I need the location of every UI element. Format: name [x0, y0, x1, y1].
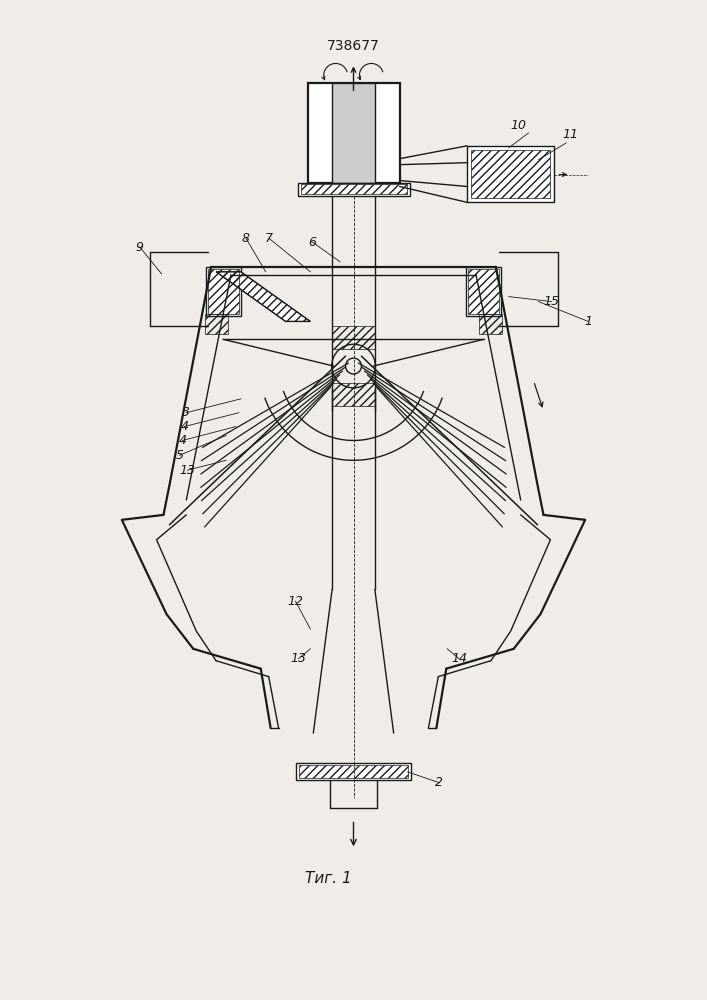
Text: 14: 14 — [451, 652, 467, 665]
Text: 4: 4 — [180, 420, 188, 433]
Text: 8: 8 — [242, 232, 250, 245]
Text: 4: 4 — [178, 434, 187, 447]
Text: 6: 6 — [308, 236, 316, 249]
Text: 1: 1 — [584, 315, 592, 328]
Polygon shape — [206, 267, 241, 316]
Polygon shape — [332, 83, 375, 183]
Text: 9: 9 — [136, 241, 144, 254]
Text: 7: 7 — [264, 232, 273, 245]
Text: 5: 5 — [175, 449, 183, 462]
Text: Τиг. 1: Τиг. 1 — [305, 871, 352, 886]
Text: 3: 3 — [182, 406, 190, 419]
Text: 13: 13 — [291, 652, 306, 665]
Text: 15: 15 — [544, 295, 559, 308]
Text: 738677: 738677 — [327, 39, 380, 53]
Polygon shape — [216, 272, 310, 321]
Text: 11: 11 — [562, 128, 578, 141]
Polygon shape — [467, 146, 554, 202]
Polygon shape — [298, 183, 409, 196]
Polygon shape — [466, 267, 501, 316]
Text: 2: 2 — [436, 776, 443, 789]
Text: 10: 10 — [510, 119, 527, 132]
Polygon shape — [308, 83, 399, 183]
Text: 13: 13 — [180, 464, 195, 477]
Polygon shape — [296, 763, 411, 780]
Text: 12: 12 — [288, 595, 303, 608]
